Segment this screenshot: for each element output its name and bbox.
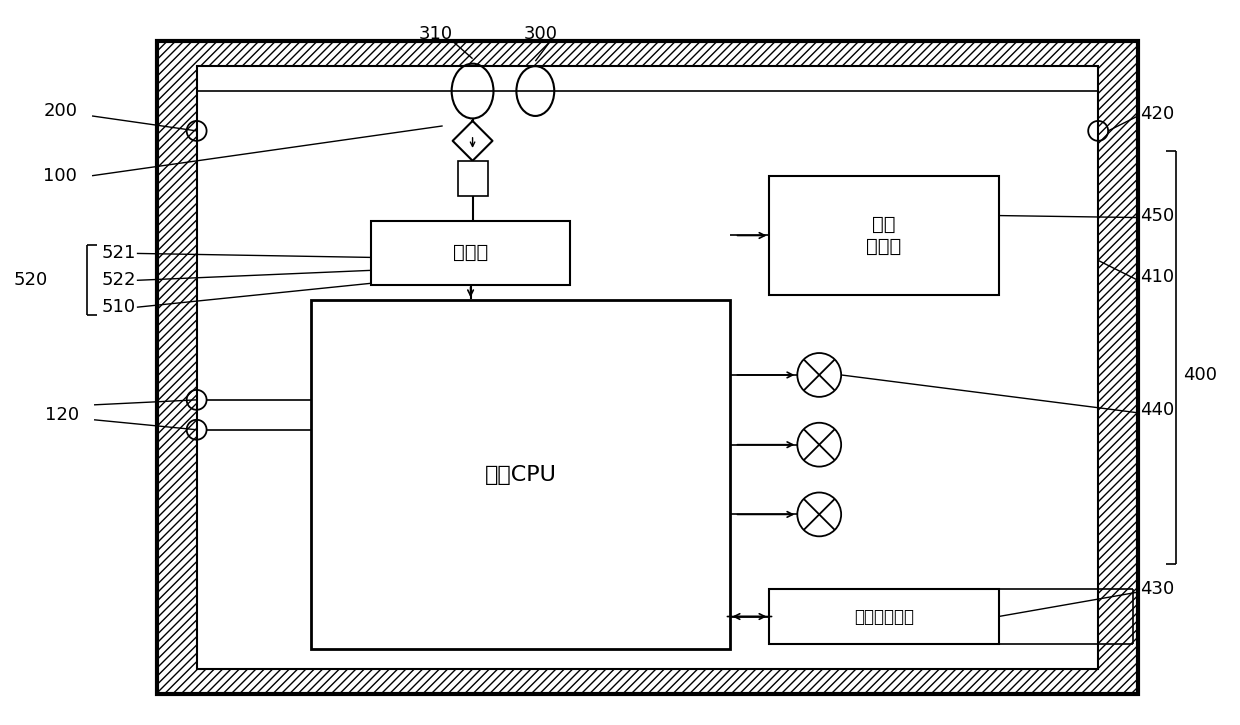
Bar — [311, 300, 729, 649]
Bar — [197, 66, 1099, 669]
Text: 120: 120 — [45, 406, 79, 424]
Bar — [156, 41, 1138, 694]
Text: 521: 521 — [102, 244, 136, 262]
Bar — [770, 589, 998, 644]
Text: 100: 100 — [43, 167, 77, 185]
Text: 310: 310 — [419, 25, 453, 44]
Text: 第一通讯单元: 第一通讯单元 — [854, 608, 914, 626]
Text: 410: 410 — [1140, 268, 1174, 286]
Text: 蓄电池: 蓄电池 — [453, 244, 489, 262]
Text: 510: 510 — [102, 298, 136, 316]
Text: 数字
显示屏: 数字 显示屏 — [867, 215, 901, 256]
Bar — [156, 41, 1138, 694]
Text: 520: 520 — [14, 271, 47, 289]
Text: 430: 430 — [1140, 580, 1174, 598]
Bar — [770, 175, 998, 295]
Text: 300: 300 — [523, 25, 557, 44]
Text: 440: 440 — [1140, 401, 1174, 419]
Text: 420: 420 — [1140, 105, 1174, 123]
Text: 200: 200 — [43, 102, 77, 120]
Bar — [371, 220, 570, 286]
Text: 450: 450 — [1140, 207, 1174, 225]
Text: 400: 400 — [1183, 366, 1216, 384]
Bar — [458, 161, 487, 196]
Text: 522: 522 — [102, 271, 136, 289]
Text: 第一CPU: 第一CPU — [485, 465, 557, 484]
